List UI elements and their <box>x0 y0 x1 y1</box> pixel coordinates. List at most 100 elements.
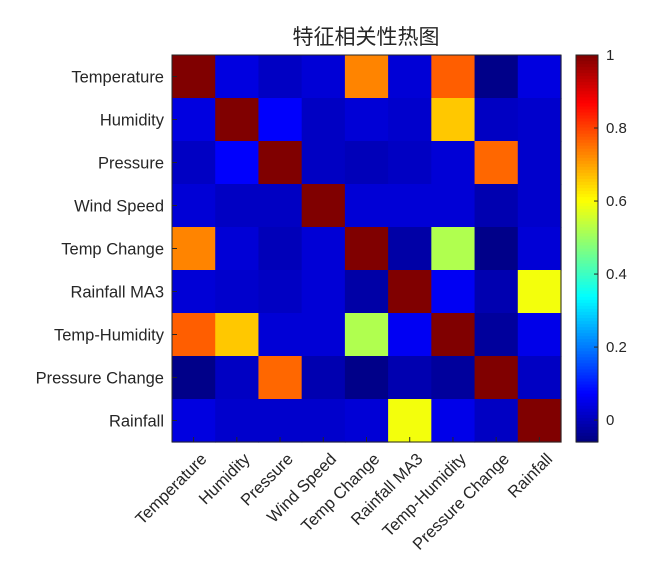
colorbar-segment <box>576 151 598 156</box>
colorbar-segment <box>576 315 598 319</box>
heatmap-cell <box>258 270 303 314</box>
colorbar-segment <box>576 420 598 425</box>
colorbar-segment <box>576 169 598 174</box>
heatmap-cell <box>215 55 260 99</box>
heatmap-cell <box>431 184 476 228</box>
colorbar-segment <box>576 197 598 201</box>
heatmap-cell <box>344 55 389 99</box>
y-tick-labels: Temperature Humidity Pressure Wind Speed Tem… <box>36 69 177 431</box>
colorbar-segment <box>576 417 598 422</box>
heatmap-cell <box>258 313 303 357</box>
heatmap-cell <box>258 98 303 142</box>
colorbar-segment <box>576 378 598 383</box>
heatmap-cell <box>172 313 216 357</box>
colorbar-segment <box>576 302 598 307</box>
colorbar-segment <box>576 330 598 334</box>
colorbar-segment <box>576 239 598 244</box>
colorbar-segment <box>576 67 598 71</box>
colorbar-segment <box>576 414 598 419</box>
heatmap-cell <box>431 141 476 185</box>
colorbar-segment <box>576 121 598 126</box>
colorbar-segment <box>576 375 598 380</box>
heatmap-cell <box>344 270 389 314</box>
colorbar-segment <box>576 272 598 277</box>
colorbar-segment <box>576 351 598 355</box>
colorbar-segment <box>576 390 598 395</box>
colorbar-segment <box>576 218 598 222</box>
colorbar-segment <box>576 188 598 192</box>
colorbar-segment <box>576 287 598 292</box>
colorbar-segment <box>576 372 598 377</box>
heatmap-cell <box>215 98 260 142</box>
colorbar-segment <box>576 257 598 262</box>
colorbar-segment <box>576 82 598 86</box>
colorbar-segment <box>576 115 598 120</box>
colorbar-segment <box>576 260 598 265</box>
colorbar-tick-label: 0.2 <box>606 339 627 356</box>
heatmap-cell <box>344 184 389 228</box>
heatmap-cell <box>474 313 519 357</box>
colorbar-segment <box>576 103 598 107</box>
colorbar-segment <box>576 185 598 189</box>
colorbar-segment <box>576 209 598 213</box>
colorbar-segment <box>576 233 598 237</box>
heatmap-cell <box>172 55 216 99</box>
colorbar-segment <box>576 136 598 141</box>
heatmap-cell <box>215 141 260 185</box>
colorbar-segment <box>576 124 598 129</box>
colorbar-segment <box>576 230 598 234</box>
colorbar-segment <box>576 278 598 283</box>
colorbar-segment <box>576 251 598 256</box>
heatmap-cell <box>474 141 519 185</box>
colorbar-segment <box>576 145 598 150</box>
heatmap-cell <box>517 270 562 314</box>
colorbar-segment <box>576 318 598 322</box>
colorbar-segment <box>576 308 598 313</box>
y-tick-label: Pressure <box>98 155 164 173</box>
y-tick-label: Rainfall MA3 <box>70 284 164 302</box>
colorbar-segment <box>576 426 598 431</box>
colorbar-segment <box>576 275 598 280</box>
x-tick-label: Rainfall <box>505 450 557 502</box>
colorbar-segment <box>576 393 598 398</box>
colorbar-segment <box>576 175 598 180</box>
y-tick-label: Wind Speed <box>74 198 164 216</box>
colorbar-segment <box>576 224 598 228</box>
colorbar-segment <box>576 242 598 247</box>
heatmap-cell <box>431 313 476 357</box>
y-tick-label: Temp Change <box>61 241 164 259</box>
heatmap-cell <box>301 227 346 271</box>
heatmap-cell <box>517 356 562 400</box>
heatmap-cell <box>517 141 562 185</box>
colorbar-frame <box>575 54 599 443</box>
colorbar-segment <box>576 157 598 162</box>
y-tick-label: Temp-Humidity <box>54 327 165 345</box>
heatmap-cell <box>517 184 562 228</box>
colorbar-segment <box>576 354 598 358</box>
colorbar-segment <box>576 423 598 428</box>
colorbar-segment <box>576 384 598 389</box>
colorbar-segment <box>576 269 598 274</box>
heatmap-cell <box>301 356 346 400</box>
heatmap-cell <box>388 98 432 142</box>
heatmap-cell <box>388 141 432 185</box>
colorbar-segment <box>576 118 598 123</box>
heatmap-cell <box>172 356 216 400</box>
colorbar-segment <box>576 299 598 304</box>
colorbar-segment <box>576 245 598 250</box>
heatmap-cell <box>172 399 216 443</box>
colorbar-segment <box>576 160 598 165</box>
heatmap-cell <box>431 356 476 400</box>
heatmap-cell <box>431 98 476 142</box>
colorbar-segment <box>576 61 598 65</box>
heatmap-cell <box>474 270 519 314</box>
heatmap-cell <box>517 313 562 357</box>
colorbar-segment <box>576 336 598 340</box>
y-tick-label: Pressure Change <box>36 370 164 388</box>
y-tick-label: Rainfall <box>109 413 164 431</box>
colorbar-segment <box>576 97 598 101</box>
colorbar-segment <box>576 212 598 216</box>
heatmap-cell <box>344 227 389 271</box>
heatmap-cell <box>431 227 476 271</box>
colorbar-segment <box>576 405 598 410</box>
